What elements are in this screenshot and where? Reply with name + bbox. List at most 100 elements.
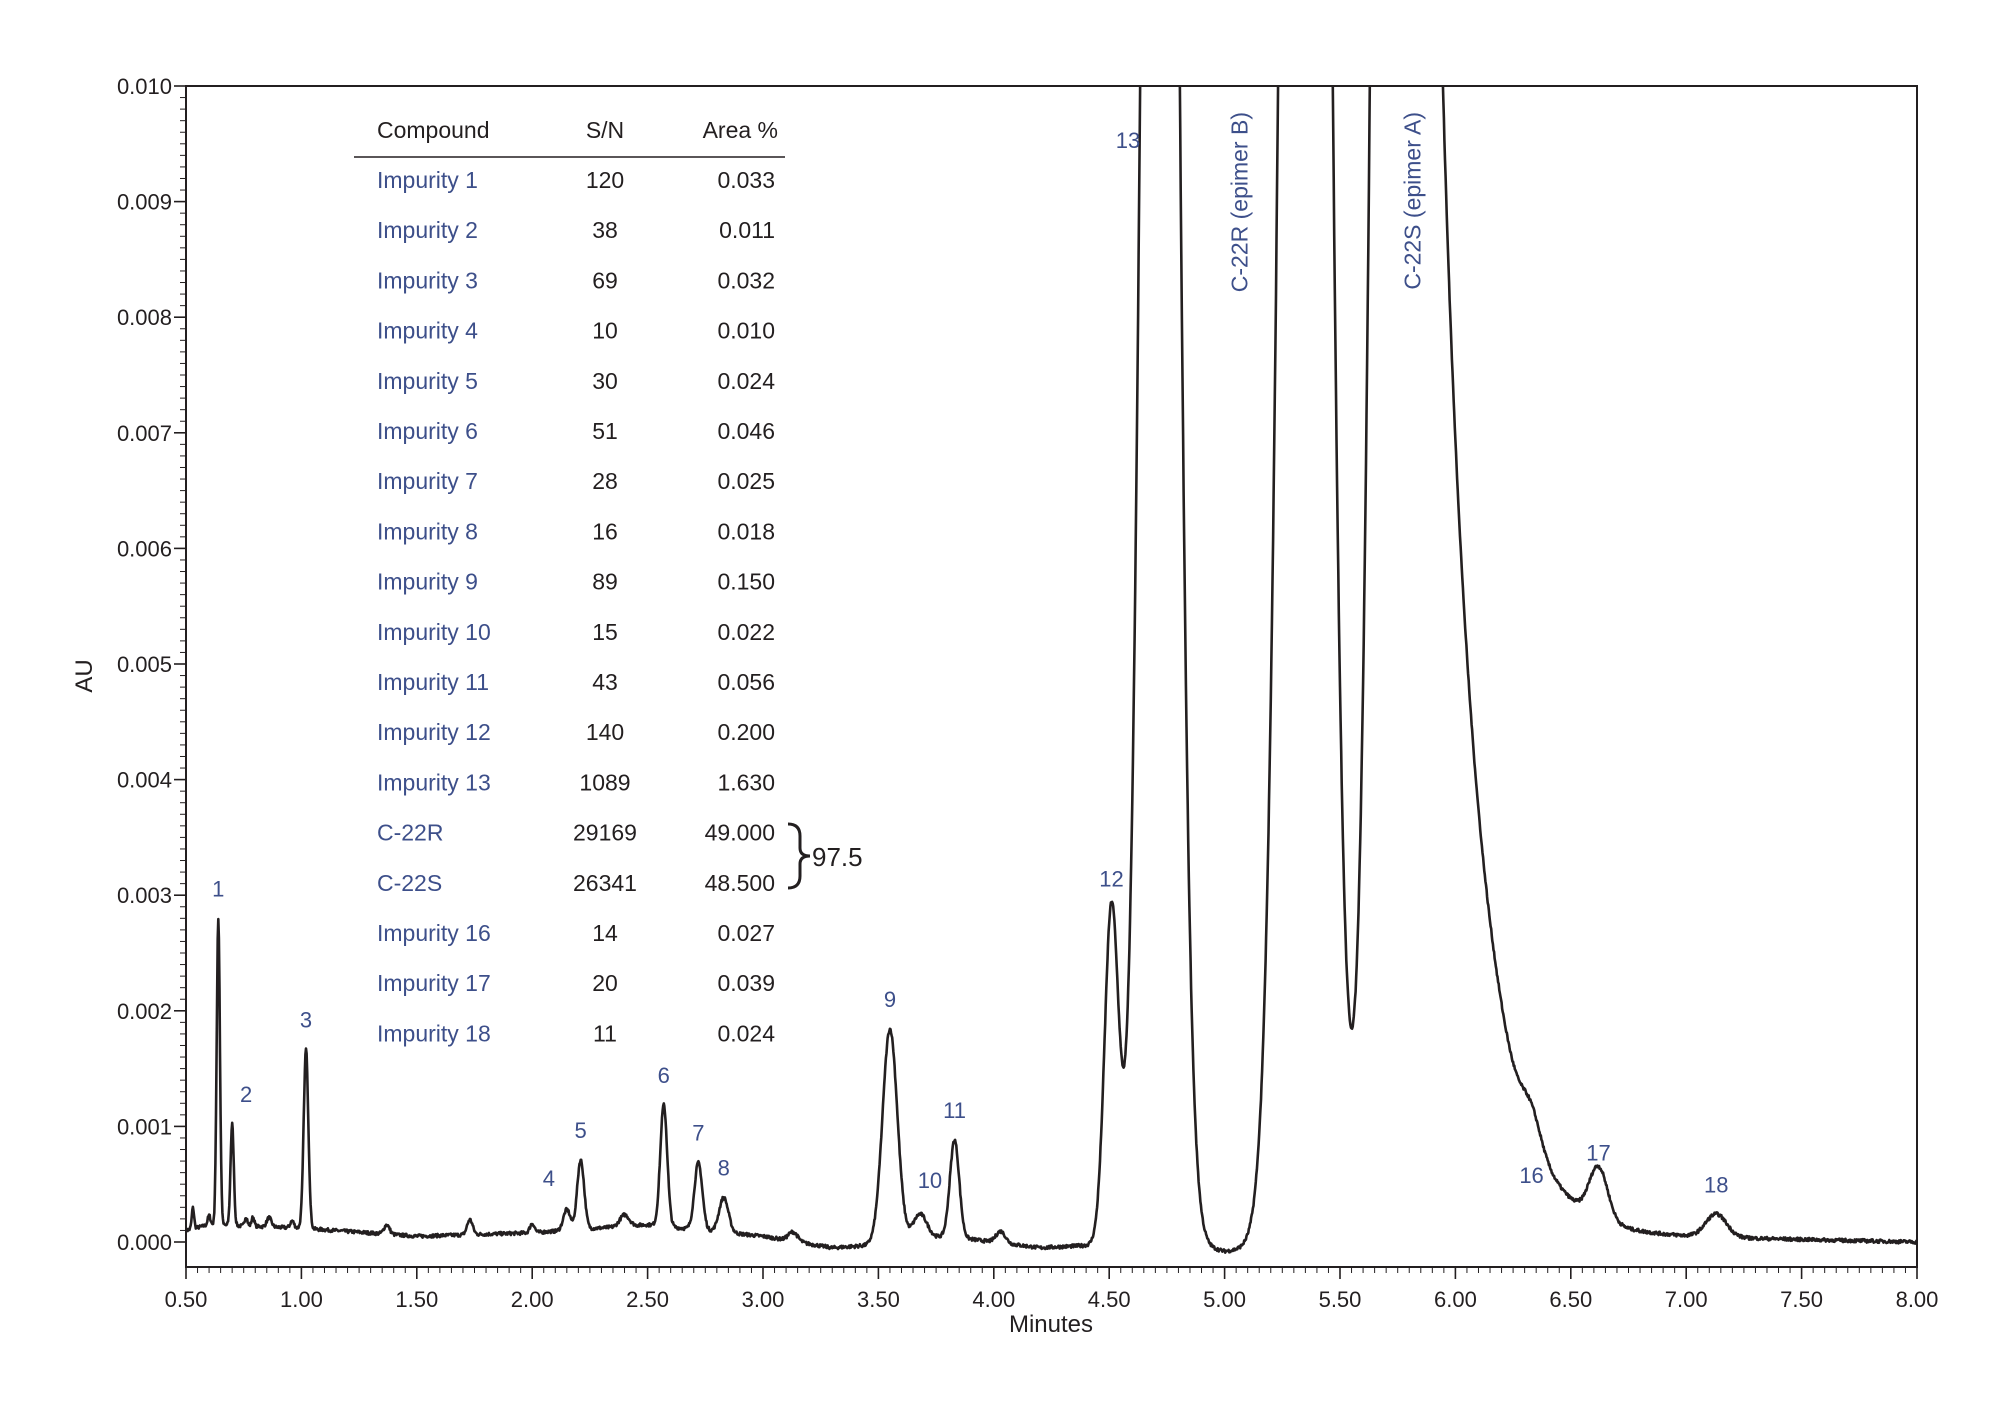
table-cell-sn: 15	[592, 619, 618, 645]
table-cell-compound: C-22R	[377, 820, 443, 846]
x-tick-label: 6.50	[1549, 1287, 1592, 1312]
table-cell-area: 0.022	[717, 619, 775, 645]
table-cell-area: 49.000	[705, 820, 775, 846]
table-cell-sn: 26341	[573, 870, 637, 896]
y-tick-label: 0.002	[117, 999, 172, 1024]
table-cell-sn: 69	[592, 267, 618, 293]
table-cell-area: 0.024	[717, 1020, 775, 1046]
table-cell-area: 0.027	[717, 920, 775, 946]
peak-label: 8	[718, 1156, 730, 1181]
peak-label: 4	[543, 1166, 555, 1191]
y-axis-title: AU	[71, 659, 98, 692]
x-tick-label: 4.50	[1088, 1287, 1131, 1312]
table-cell-sn: 20	[592, 970, 618, 996]
peak-label: 6	[658, 1063, 670, 1088]
table-cell-compound: C-22S	[377, 870, 442, 896]
table-cell-area: 0.046	[717, 418, 775, 444]
peak-label: 2	[240, 1082, 252, 1107]
table-cell-area: 1.630	[717, 769, 775, 795]
table-cell-area: 0.200	[717, 719, 775, 745]
table-cell-compound: Impurity 3	[377, 267, 478, 293]
x-tick-label: 5.00	[1203, 1287, 1246, 1312]
table-cell-area: 0.032	[717, 267, 775, 293]
y-tick-label: 0.001	[117, 1114, 172, 1139]
table-cell-sn: 11	[593, 1020, 617, 1046]
table-cell-compound: Impurity 2	[377, 217, 478, 243]
table-cell-compound: Impurity 10	[377, 619, 491, 645]
table-cell-compound: Impurity 17	[377, 970, 491, 996]
table-cell-area: 0.025	[717, 468, 775, 494]
table-cell-area: 0.056	[717, 669, 775, 695]
table-cell-sn: 140	[586, 719, 624, 745]
peak-label: 16	[1519, 1163, 1543, 1188]
table-cell-sn: 1089	[579, 769, 630, 795]
table-cell-area: 0.010	[717, 318, 775, 344]
y-tick-label: 0.007	[117, 421, 172, 446]
table-cell-area: 0.018	[717, 518, 775, 544]
peak-label: 11	[943, 1098, 966, 1123]
table-header-sn: S/N	[586, 117, 624, 143]
y-tick-label: 0.010	[117, 74, 172, 99]
x-tick-label: 2.00	[511, 1287, 554, 1312]
table-cell-sn: 14	[592, 920, 618, 946]
table-cell-area: 0.150	[717, 569, 775, 595]
x-tick-label: 8.00	[1896, 1287, 1939, 1312]
peak-label: 10	[918, 1168, 942, 1193]
x-axis-title: Minutes	[1009, 1311, 1093, 1338]
y-tick-label: 0.004	[117, 768, 172, 793]
table-cell-compound: Impurity 1	[377, 167, 478, 193]
peak-label: 5	[575, 1118, 587, 1143]
x-tick-label: 4.00	[972, 1287, 1015, 1312]
table-cell-area: 48.500	[705, 870, 775, 896]
x-tick-label: 6.00	[1434, 1287, 1477, 1312]
peak-label: C-22S (epimer A)	[1399, 112, 1425, 290]
y-tick-label: 0.006	[117, 536, 172, 561]
table-cell-compound: Impurity 18	[377, 1020, 491, 1046]
table-brace	[787, 822, 811, 890]
table-cell-compound: Impurity 4	[377, 318, 478, 344]
peak-label: 9	[884, 987, 896, 1012]
x-tick-label: 7.00	[1665, 1287, 1708, 1312]
x-tick-label: 1.00	[280, 1287, 323, 1312]
y-tick-label: 0.005	[117, 652, 172, 677]
table-cell-area: 0.033	[717, 167, 775, 193]
table-cell-sn: 38	[592, 217, 618, 243]
table-cell-compound: Impurity 11	[377, 669, 489, 695]
peak-label: 12	[1099, 866, 1123, 891]
table-cell-sn: 29169	[573, 820, 637, 846]
table-cell-sn: 120	[586, 167, 624, 193]
table-cell-area: 0.011	[719, 217, 775, 243]
table-cell-sn: 51	[592, 418, 618, 444]
table-cell-sn: 43	[592, 669, 618, 695]
table-cell-sn: 89	[592, 569, 618, 595]
peak-label: 13	[1116, 128, 1140, 153]
y-tick-label: 0.003	[117, 883, 172, 908]
y-tick-label: 0.009	[117, 190, 172, 215]
table-brace-total: 97.5	[812, 842, 863, 872]
peak-label: 7	[692, 1121, 704, 1146]
peak-label: 3	[300, 1007, 312, 1032]
table-cell-compound: Impurity 12	[377, 719, 491, 745]
peak-label: 17	[1586, 1141, 1610, 1166]
table-cell-compound: Impurity 8	[377, 518, 478, 544]
x-tick-label: 3.00	[742, 1287, 785, 1312]
x-tick-label: 5.50	[1319, 1287, 1362, 1312]
x-tick-label: 2.50	[626, 1287, 669, 1312]
y-tick-label: 0.000	[117, 1230, 172, 1255]
table-cell-sn: 30	[592, 368, 618, 394]
table-cell-compound: Impurity 13	[377, 769, 491, 795]
table-cell-area: 0.024	[717, 368, 775, 394]
x-tick-label: 3.50	[857, 1287, 900, 1312]
table-cell-compound: Impurity 5	[377, 368, 478, 394]
peak-label: C-22R (epimer B)	[1226, 112, 1252, 292]
peak-label: 18	[1704, 1173, 1728, 1198]
table-cell-compound: Impurity 9	[377, 569, 478, 595]
table-cell-compound: Impurity 7	[377, 468, 478, 494]
x-tick-label: 0.50	[165, 1287, 208, 1312]
table-cell-sn: 28	[592, 468, 618, 494]
chromatogram-trace	[186, 86, 1917, 1254]
x-tick-label: 1.50	[395, 1287, 438, 1312]
table-header-compound: Compound	[377, 117, 490, 143]
